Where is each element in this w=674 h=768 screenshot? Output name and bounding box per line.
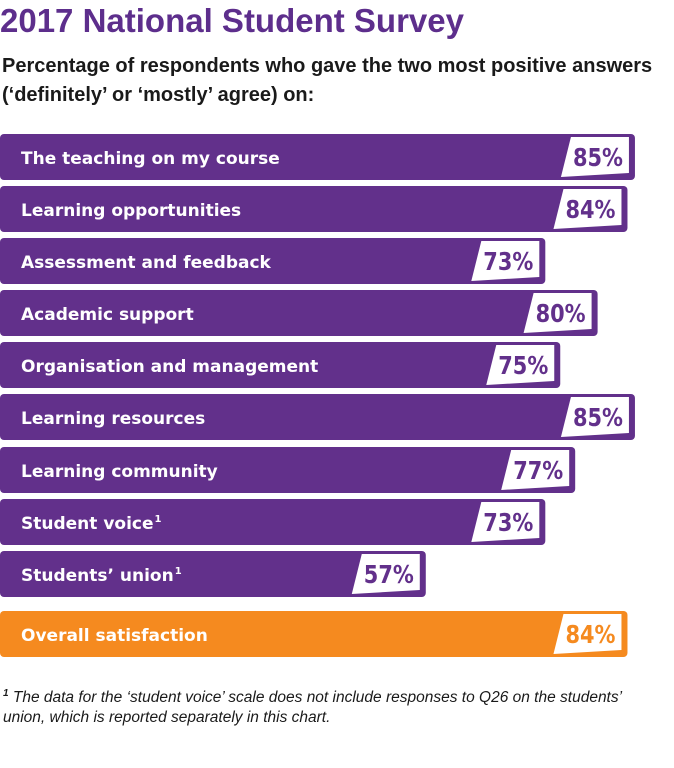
bar-learning-opportunities	[0, 186, 628, 232]
value-tab-organisation-and-management	[486, 345, 555, 385]
bar-group-students-union: 57% Students’ union1	[0, 551, 426, 597]
value-tab-students-union	[351, 554, 420, 594]
bar-student-voice	[0, 499, 546, 545]
bar-organisation-and-management	[0, 342, 561, 388]
category-label-learning-community: Learning community	[21, 462, 218, 482]
value-tab-student-voice	[471, 502, 540, 542]
footnote-text: The data for the ‘student voice’ scale d…	[3, 689, 622, 727]
bar-the-teaching-on-my-course	[0, 134, 635, 180]
bar-academic-support	[0, 290, 598, 336]
bar-group-learning-resources: 85% Learning resources	[0, 394, 635, 440]
category-label-academic-support: Academic support	[21, 305, 194, 325]
bar-group-academic-support: 80% Academic support	[0, 290, 598, 336]
category-label-organisation-and-management: Organisation and management	[21, 357, 318, 377]
category-label-student-voice: Student voice1	[21, 514, 162, 534]
bar-group-overall-satisfaction: 84% Overall satisfaction	[0, 611, 628, 657]
value-label-students-union: 57%	[364, 560, 414, 589]
value-tab-assessment-and-feedback	[471, 241, 540, 281]
value-label-organisation-and-management: 75%	[498, 351, 548, 380]
value-tab-academic-support	[523, 293, 592, 333]
bar-assessment-and-feedback	[0, 238, 546, 284]
value-tab-learning-resources	[560, 397, 629, 437]
value-label-assessment-and-feedback: 73%	[483, 247, 533, 276]
value-label-academic-support: 80%	[536, 299, 586, 328]
value-tab-learning-opportunities	[553, 189, 622, 229]
bar-group-assessment-and-feedback: 73% Assessment and feedback	[0, 238, 546, 284]
bar-group-learning-opportunities: 84% Learning opportunities	[0, 186, 628, 232]
bar-group-learning-community: 77% Learning community	[0, 447, 576, 493]
category-label-assessment-and-feedback: Assessment and feedback	[21, 253, 272, 273]
category-label-overall-satisfaction: Overall satisfaction	[21, 626, 208, 646]
bar-learning-resources	[0, 394, 635, 440]
value-label-the-teaching-on-my-course: 85%	[573, 143, 623, 172]
bar-chart: 85% The teaching on my course 84% Learning …	[0, 134, 635, 657]
value-tab-learning-community	[501, 450, 570, 490]
bar-group-the-teaching-on-my-course: 85% The teaching on my course	[0, 134, 635, 180]
value-label-learning-community: 77%	[513, 456, 563, 485]
category-label-students-union: Students’ union1	[21, 566, 182, 586]
bar-students-union	[0, 551, 426, 597]
value-tab-the-teaching-on-my-course	[560, 137, 629, 177]
footnote-marker: 1	[3, 688, 9, 699]
bar-learning-community	[0, 447, 576, 493]
category-label-the-teaching-on-my-course: The teaching on my course	[21, 149, 280, 169]
value-label-overall-satisfaction: 84%	[565, 620, 615, 649]
value-tab-overall-satisfaction	[553, 614, 622, 654]
category-label-learning-opportunities: Learning opportunities	[21, 201, 241, 221]
value-label-learning-resources: 85%	[573, 403, 623, 432]
value-label-student-voice: 73%	[483, 508, 533, 537]
bar-overall-satisfaction	[0, 611, 628, 657]
footnote: 1 The data for the ‘student voice’ scale…	[3, 684, 663, 728]
chart-title: 2017 National Student Survey	[0, 2, 464, 39]
chart-subtitle: Percentage of respondents who gave the t…	[2, 55, 653, 106]
bar-group-organisation-and-management: 75% Organisation and management	[0, 342, 561, 388]
bar-group-student-voice: 73% Student voice1	[0, 499, 546, 545]
value-label-learning-opportunities: 84%	[565, 195, 615, 224]
category-label-learning-resources: Learning resources	[21, 409, 205, 429]
